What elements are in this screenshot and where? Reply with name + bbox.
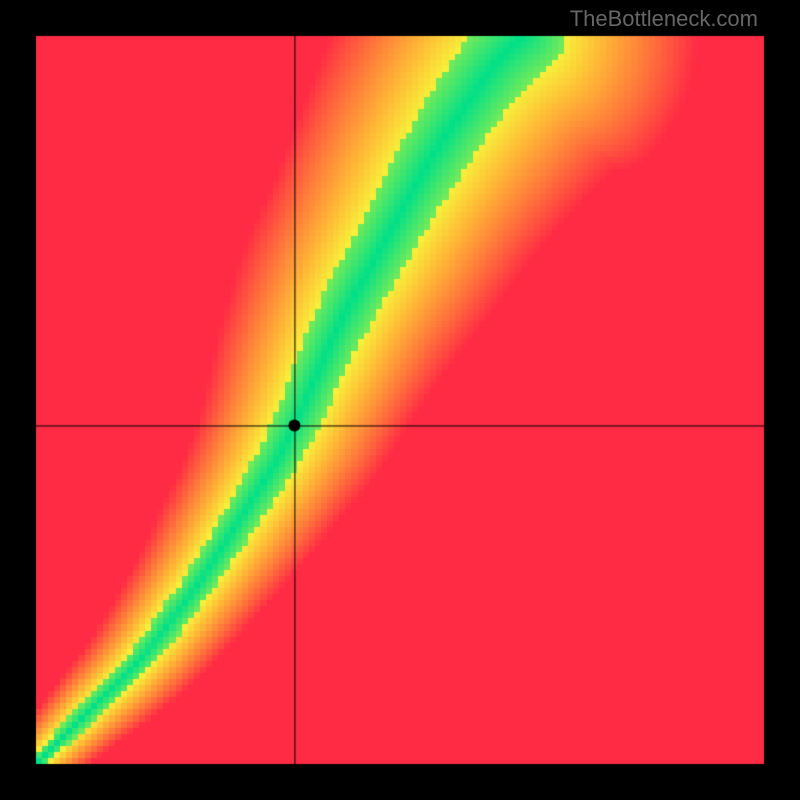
chart-container: TheBottleneck.com [0, 0, 800, 800]
heatmap-canvas [0, 0, 800, 800]
watermark-text: TheBottleneck.com [570, 6, 758, 32]
